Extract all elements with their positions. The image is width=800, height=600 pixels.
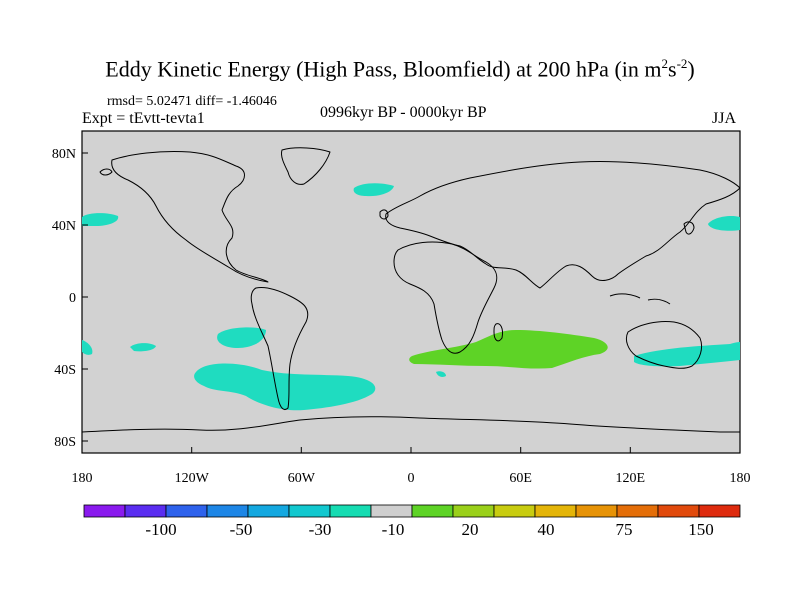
colorbar-label: 40	[538, 520, 555, 539]
plot-title: Eddy Kinetic Energy (High Pass, Bloomfie…	[105, 56, 695, 82]
anomaly-regions	[82, 183, 740, 411]
latitude-ticks: 80N 40N 0 40S 80S	[52, 147, 88, 450]
colorbar-swatch	[83, 504, 126, 518]
anomaly-negative-small-indian	[436, 371, 446, 377]
anomaly-negative-pacific-ne	[708, 215, 740, 231]
colorbar-swatch	[124, 504, 167, 518]
coastline-alaska	[99, 168, 113, 176]
stats-label: rmsd= 5.02471 diff= -1.46046	[107, 94, 277, 109]
lat-tick-label: 40S	[54, 363, 76, 378]
coastline-uk	[379, 209, 389, 220]
colorbar-swatch	[493, 504, 536, 518]
lon-tick-label: 0	[408, 471, 415, 486]
colorbar-swatch	[411, 504, 454, 518]
colorbar-swatch	[206, 504, 249, 518]
colorbar-label: 150	[688, 520, 714, 539]
lat-tick-label: 80N	[52, 147, 76, 162]
coastline-madagascar	[493, 323, 503, 342]
colorbar-label: -10	[382, 520, 405, 539]
coastline-europe-asia	[385, 160, 741, 289]
period-label: 0996kyr BP - 0000kyr BP	[320, 104, 487, 121]
lon-tick-label: 180	[72, 471, 93, 486]
season-label: JJA	[712, 110, 737, 127]
colorbar-label: 20	[462, 520, 479, 539]
anomaly-negative-australia	[634, 342, 740, 367]
anomaly-negative-small-pacific	[130, 343, 156, 352]
anomaly-positive-indian-ocean	[409, 330, 608, 369]
colorbar-swatch	[698, 504, 741, 518]
lon-tick-label: 60E	[509, 471, 532, 486]
colorbar-swatch	[575, 504, 618, 518]
anomaly-negative-north-atlantic	[353, 183, 394, 197]
anomaly-negative-west-edge	[82, 340, 93, 355]
lon-tick-label: 120W	[175, 471, 210, 486]
colorbar-label: -50	[230, 520, 253, 539]
coastline-japan	[683, 221, 695, 235]
colorbar-swatch	[616, 504, 659, 518]
anomaly-negative-se-pacific	[217, 327, 266, 348]
coastline-australia	[625, 321, 703, 369]
colorbar-swatch	[657, 504, 700, 518]
lon-tick-label: 180	[730, 471, 751, 486]
colorbar-swatch	[288, 504, 331, 518]
colorbar-swatch	[247, 504, 290, 518]
lat-tick-label: 0	[69, 291, 76, 306]
lat-tick-label: 80S	[54, 435, 76, 450]
coastline-africa	[393, 241, 498, 354]
coastline-south-america	[250, 287, 309, 411]
colorbar-labels: -100 -50 -30 -10 20 40 75 150	[145, 520, 713, 539]
colorbar-swatch	[534, 504, 577, 518]
lon-tick-label: 60W	[288, 471, 316, 486]
colorbar-swatch	[452, 504, 495, 518]
anomaly-negative-pacific-nw	[82, 213, 119, 226]
colorbar-swatch	[370, 504, 413, 518]
coastline-north-america	[111, 151, 269, 283]
lon-tick-label: 120E	[616, 471, 646, 486]
anomaly-negative-southern-ocean	[194, 363, 376, 411]
lat-tick-label: 40N	[52, 219, 76, 234]
coastlines	[81, 147, 741, 433]
colorbar-label: -100	[145, 520, 176, 539]
coastline-antarctica	[81, 416, 740, 433]
colorbar-label: -30	[309, 520, 332, 539]
experiment-label: Expt = tEvtt-tevta1	[82, 110, 205, 127]
colorbar	[83, 504, 741, 518]
colorbar-swatch	[329, 504, 372, 518]
coastline-indonesia	[609, 293, 671, 305]
colorbar-swatch	[165, 504, 208, 518]
coastline-greenland	[281, 147, 331, 185]
longitude-ticks: 180 120W 60W 0 60E 120E 180	[72, 447, 751, 486]
colorbar-label: 75	[616, 520, 633, 539]
map-background	[81, 130, 741, 454]
